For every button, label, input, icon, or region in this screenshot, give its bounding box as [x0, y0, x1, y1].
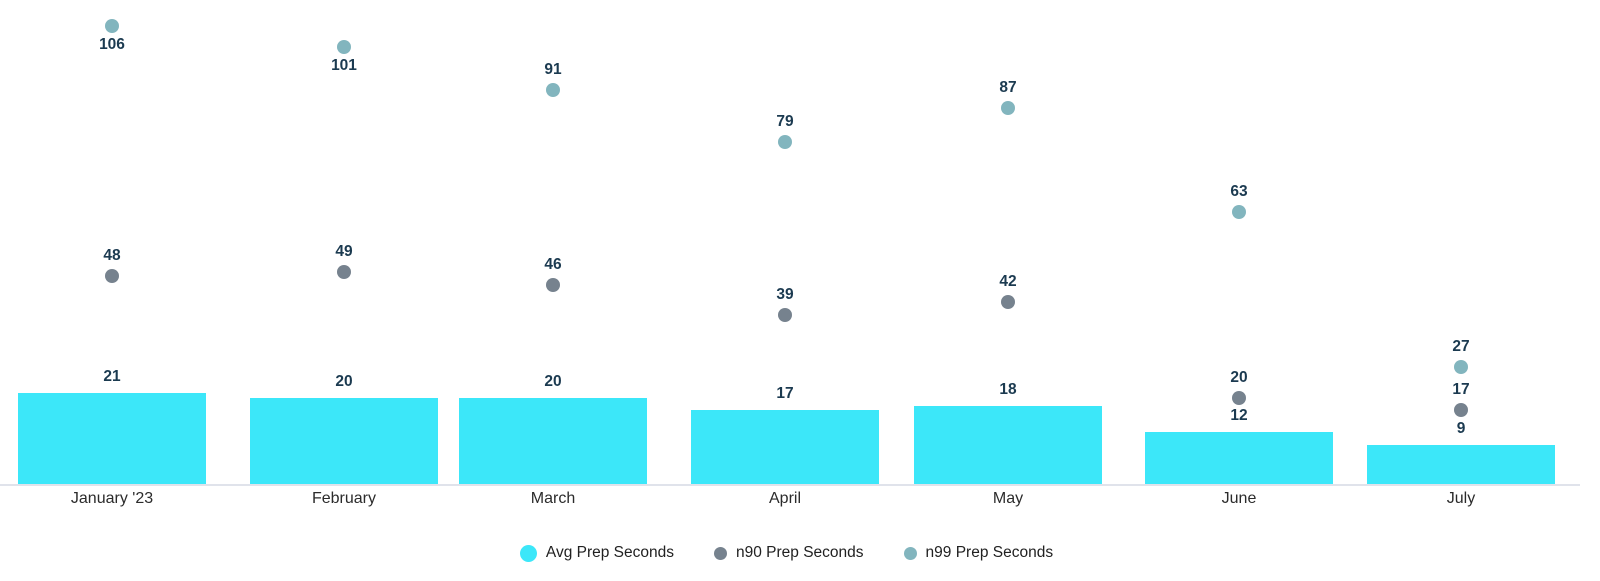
legend-item-n90[interactable]: n90 Prep Seconds [714, 544, 864, 562]
n99-value-label: 27 [1452, 338, 1470, 356]
x-axis-label: April [768, 490, 802, 507]
n90-value-label: 42 [999, 273, 1017, 291]
n90-value-label: 46 [544, 256, 562, 274]
n99-dot[interactable] [1454, 360, 1468, 375]
x-axis-label: June [1221, 490, 1257, 507]
avg-prep-bar[interactable] [250, 397, 438, 484]
n99-dot[interactable] [1001, 100, 1015, 115]
n99-dot[interactable] [337, 40, 351, 55]
legend-swatch-icon [519, 544, 537, 562]
bar-value-label: 9 [1456, 420, 1466, 438]
x-axis-label: May [992, 490, 1024, 507]
n90-dot[interactable] [546, 278, 560, 293]
bar-value-label: 18 [999, 381, 1017, 399]
bar-value-label: 17 [776, 385, 794, 403]
n99-dot[interactable] [105, 18, 119, 33]
n99-value-label: 106 [99, 35, 125, 53]
n90-value-label: 39 [776, 286, 794, 304]
avg-prep-bar[interactable] [1145, 432, 1333, 484]
n90-value-label: 49 [335, 243, 353, 261]
n99-value-label: 79 [776, 113, 794, 131]
n90-dot[interactable] [105, 269, 119, 284]
avg-prep-bar[interactable] [18, 393, 206, 484]
avg-prep-bar[interactable] [914, 406, 1102, 484]
x-axis-label: March [530, 490, 576, 507]
legend-label: Avg Prep Seconds [545, 544, 674, 561]
avg-prep-bar[interactable] [459, 397, 647, 484]
bar-value-label: 21 [103, 368, 121, 386]
n90-value-label: 48 [103, 247, 121, 265]
bar-value-label: 20 [544, 372, 562, 390]
n90-value-label: 20 [1230, 368, 1248, 386]
n90-dot[interactable] [778, 308, 792, 323]
x-axis-label: July [1446, 490, 1476, 507]
n99-dot[interactable] [546, 83, 560, 98]
n90-dot[interactable] [1454, 403, 1468, 418]
legend-swatch-icon [903, 546, 917, 560]
bar-value-label: 20 [335, 372, 353, 390]
n90-dot[interactable] [1232, 390, 1246, 405]
legend: Avg Prep Seconds n90 Prep Seconds n99 Prep… [0, 544, 1573, 562]
bar-value-label: 12 [1230, 407, 1248, 425]
legend-label: n99 Prep Seconds [925, 544, 1054, 561]
n99-value-label: 101 [331, 57, 357, 75]
n90-dot[interactable] [337, 265, 351, 280]
avg-prep-bar[interactable] [691, 410, 879, 484]
n99-value-label: 91 [544, 61, 562, 79]
legend-item-n99[interactable]: n99 Prep Seconds [903, 544, 1054, 562]
x-axis-line [0, 484, 1580, 486]
legend-swatch-icon [714, 546, 727, 560]
legend-item-avg[interactable]: Avg Prep Seconds [519, 544, 674, 562]
x-axis-label: January '23 [70, 490, 154, 507]
n99-dot[interactable] [1232, 204, 1246, 219]
x-axis-label: February [311, 490, 377, 507]
n99-value-label: 87 [999, 78, 1017, 96]
n90-value-label: 17 [1452, 381, 1470, 399]
n99-value-label: 63 [1230, 182, 1248, 200]
n90-dot[interactable] [1001, 295, 1015, 310]
avg-prep-bar[interactable] [1367, 445, 1555, 484]
n99-dot[interactable] [778, 135, 792, 150]
legend-label: n90 Prep Seconds [736, 544, 864, 561]
